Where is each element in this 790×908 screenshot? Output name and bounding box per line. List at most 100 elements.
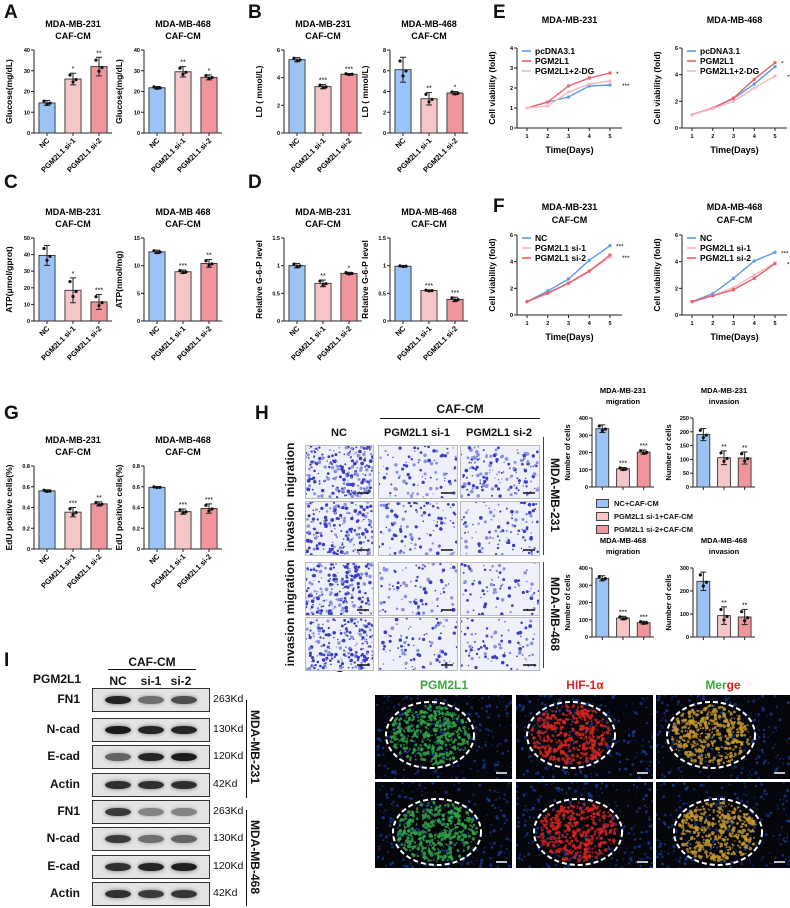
y-tick-label: 20 <box>24 286 30 292</box>
signal-dot <box>434 733 437 736</box>
cell-dot <box>340 516 343 519</box>
cell-dot <box>402 504 405 508</box>
data-point <box>404 69 408 73</box>
nucleus-dot <box>787 757 790 760</box>
nucleus-dot <box>614 741 618 744</box>
cell-dot <box>509 467 511 470</box>
cell-dot <box>411 538 414 541</box>
bar <box>446 92 464 134</box>
cell-dot <box>452 491 456 495</box>
cell-dot <box>321 658 326 662</box>
cell-dot <box>439 485 443 489</box>
cell-dot <box>343 494 346 497</box>
data-point <box>430 97 434 101</box>
molecular-weight-label: 42Kd <box>213 887 238 899</box>
cell-dot <box>502 653 506 658</box>
signal-dot <box>575 717 579 720</box>
cell-dot <box>328 547 332 551</box>
cell-dot <box>328 549 332 554</box>
nucleus-dot <box>524 695 528 697</box>
cell-dot <box>350 455 352 458</box>
cell-dot <box>342 587 344 589</box>
cell-dot <box>495 656 499 660</box>
nucleus-dot <box>669 770 671 773</box>
signal-dot <box>682 718 684 720</box>
nucleus-dot <box>506 857 508 859</box>
cell-dot <box>336 549 340 553</box>
nucleus-dot <box>387 850 390 853</box>
cell-dot <box>364 528 367 531</box>
cell-dot <box>319 531 323 535</box>
cell-dot <box>440 521 444 525</box>
nucleus-dot <box>548 695 553 698</box>
nucleus-dot <box>500 827 503 831</box>
cell-dot <box>477 647 481 651</box>
nucleus-dot <box>769 712 773 716</box>
cell-dot <box>379 601 383 605</box>
nucleus-dot <box>589 722 594 726</box>
cell-dot <box>500 585 503 587</box>
signal-dot <box>568 711 572 715</box>
signal-dot <box>712 733 716 737</box>
cell-dot <box>315 531 319 535</box>
cell-dot <box>464 468 469 473</box>
cell-dot <box>333 505 335 508</box>
data-point <box>701 435 705 440</box>
cell-dot <box>421 480 425 485</box>
signal-dot <box>389 740 393 744</box>
cell-dot <box>490 635 494 639</box>
cell-dot <box>329 567 333 571</box>
nucleus-dot <box>687 698 691 703</box>
signal-dot <box>462 742 465 746</box>
cell-dot <box>500 454 504 458</box>
nucleus-dot <box>474 725 478 729</box>
data-point <box>292 56 296 60</box>
signal-dot <box>431 734 433 737</box>
nucleus-dot <box>473 720 476 723</box>
cell-dot <box>498 571 502 575</box>
cell-dot <box>504 457 509 461</box>
signal-dot <box>596 721 600 725</box>
nucleus-dot <box>453 847 455 849</box>
cell-dot <box>483 568 487 572</box>
data-point <box>701 584 705 588</box>
cell-dot <box>379 667 382 670</box>
signal-dot <box>531 727 534 730</box>
signal-dot <box>735 734 738 736</box>
cell-dot <box>477 446 479 448</box>
cell-dot <box>466 456 470 460</box>
series-point <box>752 77 756 81</box>
cell-dot <box>517 579 520 582</box>
cell-dot <box>355 520 359 523</box>
cell-dot <box>308 634 311 636</box>
cell-dot <box>329 585 332 587</box>
nucleus-dot <box>379 803 383 807</box>
cell-dot <box>461 664 463 667</box>
signal-dot <box>583 752 587 756</box>
cell-dot <box>368 626 370 628</box>
cell-dot <box>341 666 345 669</box>
data-point <box>184 70 188 74</box>
signal-dot <box>437 839 439 842</box>
cell-dot <box>382 663 385 666</box>
series-point <box>752 276 756 280</box>
nucleus-dot <box>430 731 433 733</box>
data-point <box>158 485 162 489</box>
signal-dot <box>601 737 605 742</box>
data-point <box>719 451 723 455</box>
protein-band <box>138 889 164 899</box>
nucleus-dot <box>757 715 759 718</box>
nucleus-dot <box>677 737 679 740</box>
signal-dot <box>419 710 423 715</box>
signal-dot <box>699 762 702 765</box>
nucleus-dot <box>683 757 685 760</box>
nucleus-dot <box>534 772 537 775</box>
y-tick-label: 50 <box>24 236 30 242</box>
cell-dot <box>412 463 416 467</box>
cell-dot <box>427 446 430 449</box>
nucleus-dot <box>670 744 673 748</box>
signal-dot <box>682 712 685 715</box>
y-axis-label: Cell viability (fold) <box>652 238 662 311</box>
signal-dot <box>580 724 583 727</box>
signal-dot <box>461 741 464 744</box>
